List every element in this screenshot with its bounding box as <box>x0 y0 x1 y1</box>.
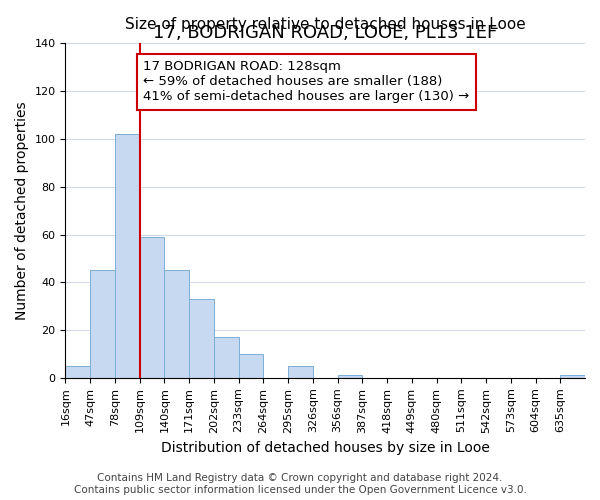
Bar <box>288 366 313 378</box>
Text: Contains HM Land Registry data © Crown copyright and database right 2024.
Contai: Contains HM Land Registry data © Crown c… <box>74 474 526 495</box>
X-axis label: Distribution of detached houses by size in Looe: Distribution of detached houses by size … <box>161 441 490 455</box>
Bar <box>65 366 90 378</box>
Text: 17 BODRIGAN ROAD: 128sqm
← 59% of detached houses are smaller (188)
41% of semi-: 17 BODRIGAN ROAD: 128sqm ← 59% of detach… <box>143 60 470 103</box>
Bar <box>338 376 362 378</box>
Bar <box>140 237 164 378</box>
Bar <box>164 270 189 378</box>
Bar <box>115 134 140 378</box>
Bar <box>189 299 214 378</box>
Y-axis label: Number of detached properties: Number of detached properties <box>15 102 29 320</box>
Title: 17, BODRIGAN ROAD, LOOE, PL13 1EF: 17, BODRIGAN ROAD, LOOE, PL13 1EF <box>153 24 497 42</box>
Bar <box>90 270 115 378</box>
Bar <box>560 376 585 378</box>
Text: Size of property relative to detached houses in Looe: Size of property relative to detached ho… <box>125 17 526 32</box>
Bar <box>214 337 239 378</box>
Bar <box>239 354 263 378</box>
